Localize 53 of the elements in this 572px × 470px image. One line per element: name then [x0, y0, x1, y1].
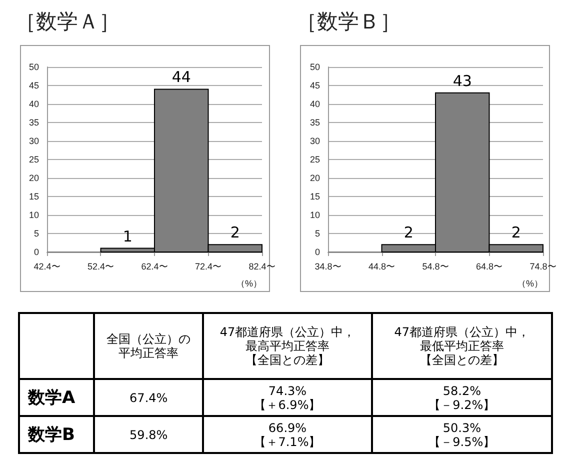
- y-tick-label: 50: [28, 62, 39, 72]
- data-label: 2: [230, 224, 240, 242]
- text: 全国（公立）の平均正答率: [106, 332, 192, 360]
- data-label: 1: [122, 227, 132, 246]
- chart-title: ［数学Ｂ］: [296, 10, 401, 34]
- y-tick-label: 5: [34, 228, 39, 238]
- y-tick-label: 15: [310, 192, 320, 202]
- y-tick-label: 15: [28, 192, 39, 202]
- x-tick-label: 74.8〜: [530, 262, 556, 272]
- x-tick-label: 82.4〜: [248, 262, 276, 272]
- y-tick-label: 30: [28, 136, 39, 146]
- text: 50.3% 【－9.5%】: [428, 420, 496, 448]
- x-axis-title: （%）: [236, 278, 262, 288]
- x-axis-title: （%）: [516, 278, 543, 288]
- x-tick-label: 42.4〜: [34, 262, 60, 272]
- y-tick-label: 50: [310, 62, 320, 72]
- y-tick-label: 0: [34, 247, 39, 257]
- y-tick-label: 40: [310, 99, 320, 109]
- y-tick-label: 25: [310, 154, 320, 164]
- y-tick-label: 35: [310, 118, 320, 128]
- data-label: 2: [404, 224, 414, 242]
- text: 74.3% 【＋6.9%】: [254, 384, 321, 412]
- y-tick-label: 20: [310, 173, 320, 183]
- y-tick-label: 5: [314, 228, 320, 238]
- y-tick-label: 45: [28, 80, 39, 90]
- text: 47都道府県（公立）中，最低平均正答率【全国との差】: [393, 325, 531, 367]
- data-label: 43: [452, 72, 472, 90]
- y-tick-label: 35: [28, 118, 39, 128]
- y-tick-label: 40: [28, 99, 39, 109]
- x-tick-label: 34.8〜: [314, 262, 342, 272]
- text: 59.8%: [130, 428, 168, 442]
- text: 数学B: [28, 424, 75, 444]
- y-tick-label: 0: [314, 247, 320, 257]
- text: 47都道府県（公立）中，最高平均正答率【全国との差】: [218, 325, 356, 367]
- y-tick-label: 10: [310, 210, 320, 220]
- text: 数学A: [28, 388, 76, 408]
- x-tick-label: 62.4〜: [141, 262, 168, 272]
- chart-title: ［数学Ａ］: [15, 10, 120, 34]
- x-tick-label: 54.8〜: [422, 262, 449, 272]
- y-tick-label: 25: [28, 154, 39, 164]
- x-tick-label: 52.4〜: [87, 262, 114, 272]
- y-tick-label: 30: [310, 136, 320, 146]
- text: 67.4%: [130, 390, 168, 404]
- x-tick-label: 64.8〜: [476, 262, 503, 272]
- y-tick-label: 20: [28, 173, 39, 183]
- data-label: 44: [172, 68, 191, 86]
- x-tick-label: 72.4〜: [194, 262, 222, 272]
- x-tick-label: 44.8〜: [368, 262, 396, 272]
- data-label: 2: [511, 224, 521, 242]
- y-tick-label: 45: [310, 80, 320, 90]
- text: 58.2% 【－9.2%】: [428, 384, 496, 412]
- y-tick-label: 10: [28, 210, 39, 220]
- text: 66.9% 【＋7.1%】: [254, 420, 321, 448]
